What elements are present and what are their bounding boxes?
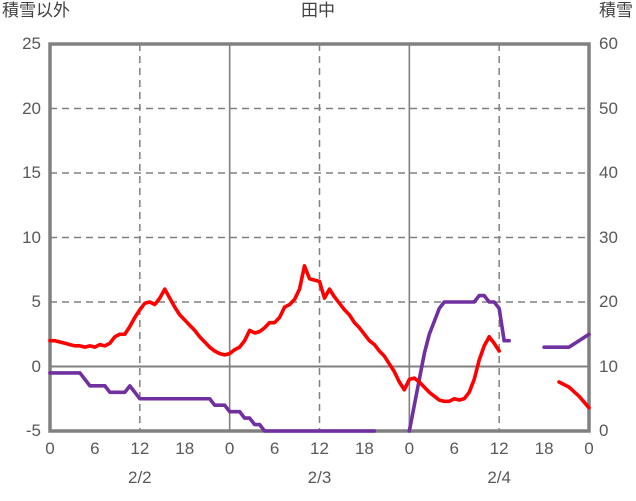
x-axis-tick: 12 [310, 439, 329, 458]
x-axis-day-label: 2/3 [307, 468, 332, 487]
y-axis-right-tick: 10 [599, 356, 618, 376]
y-axis-left-tick: 5 [31, 292, 41, 311]
x-axis-tick: 0 [404, 439, 415, 458]
snow-line-tail-segment [542, 332, 591, 349]
chart-title: 田中 [301, 1, 335, 20]
left-axis-title: 積雪以外 [2, 1, 70, 20]
y-axis-left-tick: 25 [22, 34, 41, 53]
x-axis-tick: 0 [224, 439, 235, 458]
y-axis-left-tick: 10 [22, 227, 41, 247]
y-axis-right-tick: 20 [599, 292, 618, 311]
x-axis-tick: 12 [489, 439, 509, 458]
y-axis-left-tick: -5 [25, 421, 41, 440]
x-axis-tick: 12 [130, 439, 150, 458]
y-axis-left-tick: 0 [31, 356, 41, 376]
non-snow-line-segment [477, 335, 491, 362]
x-axis-day-label: 2/2 [128, 468, 152, 487]
snow-line-segment [407, 293, 506, 433]
x-axis-tick: 18 [534, 439, 554, 458]
non-snow-line-segment [487, 335, 501, 353]
y-axis-left-tick: 15 [22, 163, 41, 182]
non-snow-line-segment [357, 325, 482, 404]
y-axis-right-tick: 50 [599, 98, 618, 118]
x-axis-tick: 0 [45, 439, 55, 458]
y-axis-right-tick: 0 [599, 421, 609, 440]
x-axis-tick: 6 [269, 439, 280, 458]
non-snow-line-tail-segment [557, 380, 591, 410]
y-axis-left-tick: 20 [22, 98, 41, 118]
x-axis-tick: 18 [354, 439, 374, 458]
y-axis-right-tick: 30 [599, 227, 618, 247]
x-axis-tick: 18 [175, 439, 195, 458]
snow-line-segment [48, 371, 377, 433]
x-axis-tick: 0 [584, 439, 594, 458]
x-axis-day-label: 2/4 [487, 468, 511, 487]
x-axis-tick: 6 [90, 439, 100, 458]
y-axis-right-tick: 40 [599, 163, 618, 182]
right-axis-title: 積雪 [599, 1, 633, 20]
non-snow-line-segment [48, 264, 362, 357]
y-axis-right-tick: 60 [599, 34, 618, 53]
x-axis-tick: 6 [449, 439, 459, 458]
